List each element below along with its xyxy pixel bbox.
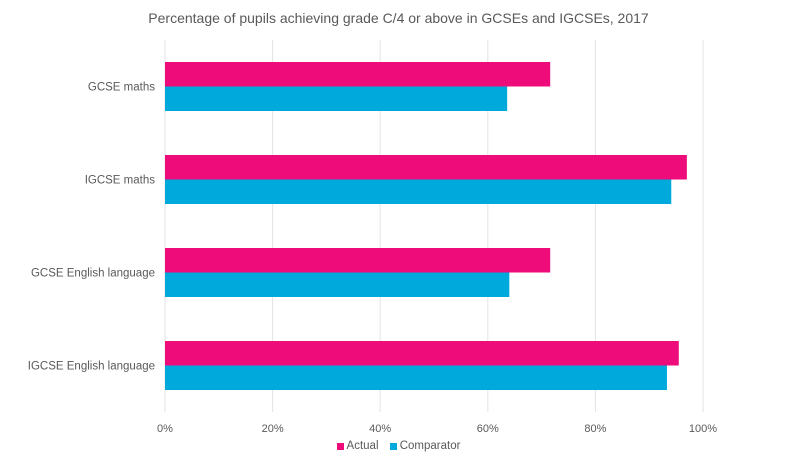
legend-label-actual: Actual — [346, 440, 379, 452]
category-label: IGCSE English language — [28, 361, 155, 373]
chart-title: Percentage of pupils achieving grade C/4… — [148, 10, 649, 26]
x-tick-label: 60% — [477, 423, 499, 435]
bar-actual-3 — [165, 341, 679, 366]
legend-item-comparator[interactable]: Comparator — [389, 440, 461, 452]
category-label: GCSE maths — [88, 82, 155, 94]
category-label: GCSE English language — [31, 268, 155, 280]
legend: Actual Comparator — [0, 440, 797, 453]
bar-comparator-0 — [165, 86, 508, 111]
x-tick-label: 80% — [584, 423, 606, 435]
bar-comparator-3 — [165, 365, 667, 390]
bar-comparator-2 — [165, 272, 510, 297]
x-tick-label: 40% — [369, 423, 391, 435]
bar-actual-2 — [165, 248, 551, 273]
legend-label-comparator: Comparator — [399, 440, 461, 452]
bar-actual-1 — [165, 155, 687, 180]
x-tick-label: 100% — [689, 423, 717, 435]
legend-item-actual[interactable]: Actual — [336, 440, 379, 452]
x-tick-label: 20% — [262, 423, 284, 435]
bar-actual-0 — [165, 62, 551, 87]
category-label: IGCSE maths — [85, 175, 156, 187]
bar-comparator-1 — [165, 179, 672, 204]
x-tick-label: 0% — [157, 423, 173, 435]
legend-swatch-actual — [336, 442, 344, 450]
legend-swatch-comparator — [389, 442, 397, 450]
